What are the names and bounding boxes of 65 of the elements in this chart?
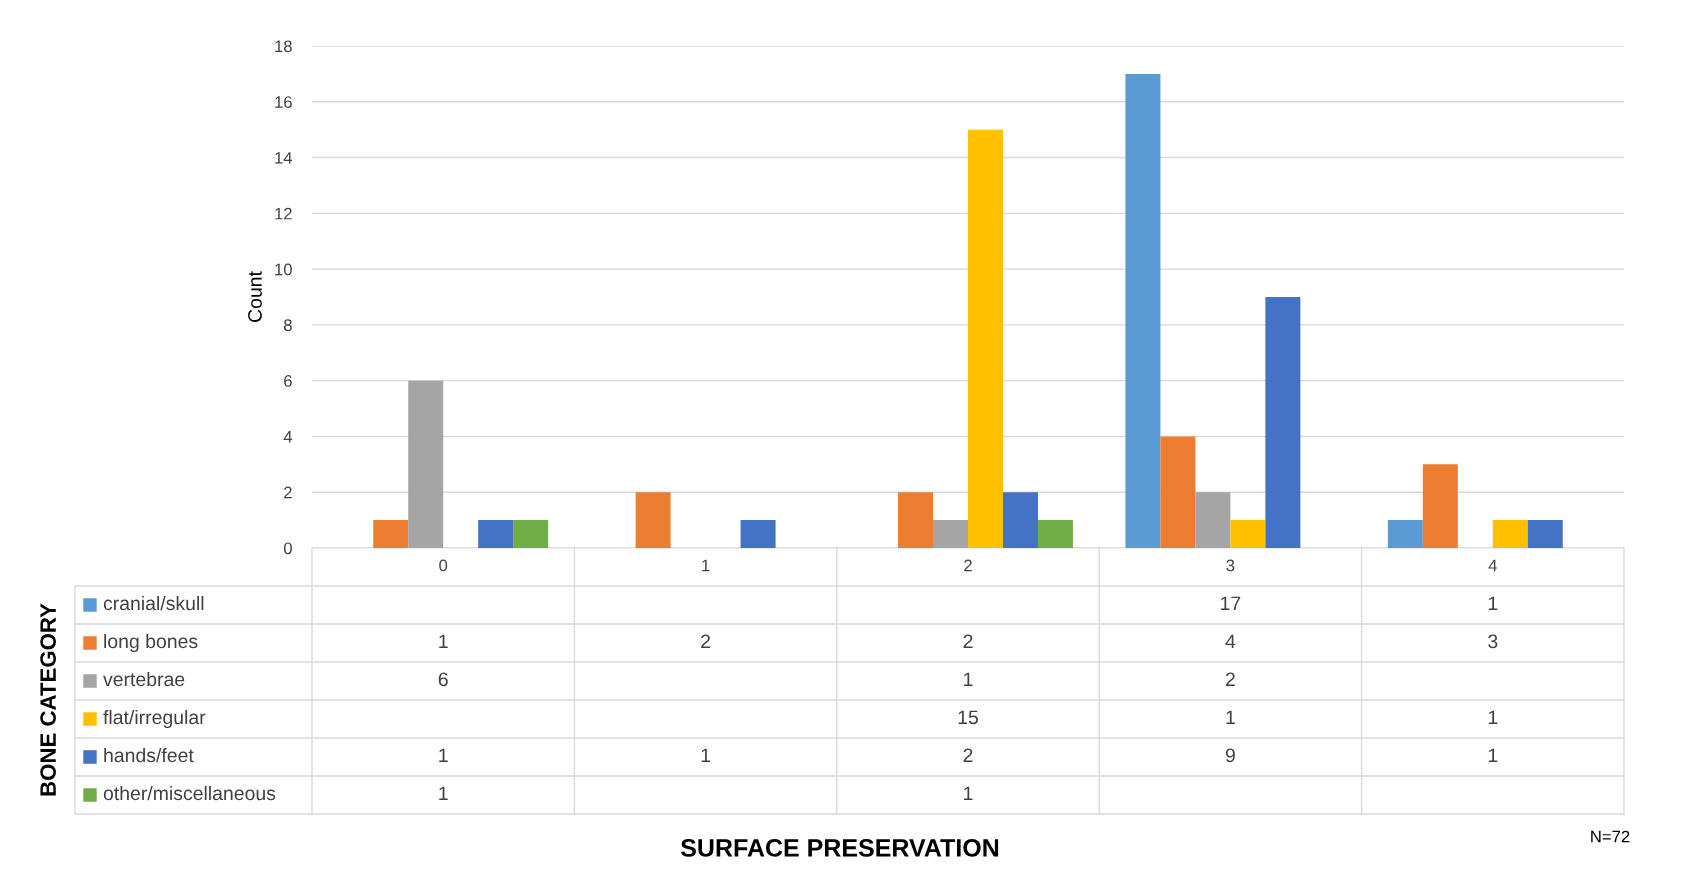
text: SURFACE PRESERVATION <box>680 839 999 857</box>
bar <box>1230 520 1266 548</box>
data-label: 1 <box>964 786 973 801</box>
legend-label: flat/irregular <box>103 709 206 729</box>
data-label: 1 <box>1488 596 1498 611</box>
y-tick-label: 12 <box>275 207 292 220</box>
data-label: 1 <box>439 748 448 763</box>
x-tick-label: 3 <box>1226 559 1235 572</box>
y-axis-title: Count <box>248 271 262 322</box>
data-label: 2 <box>1225 672 1235 687</box>
data-label: 1 <box>1488 710 1498 725</box>
bar <box>740 520 776 548</box>
data-label: 1 <box>1488 748 1498 763</box>
data-label: 2 <box>963 634 973 649</box>
bar <box>1037 520 1073 548</box>
bar <box>1492 520 1528 548</box>
data-label: 4 <box>1225 634 1236 649</box>
y-tick-label: 8 <box>284 319 292 332</box>
bar <box>1387 520 1423 548</box>
x-tick-label: 1 <box>702 559 710 572</box>
bar <box>1002 492 1038 548</box>
y-tick-label: 18 <box>275 40 292 53</box>
bar <box>513 520 549 548</box>
data-label: 1 <box>439 634 448 649</box>
data-label: 2 <box>963 748 973 763</box>
x-tick-label: 2 <box>964 559 972 572</box>
bar <box>408 380 444 548</box>
y-tick-label: 16 <box>275 96 292 108</box>
legend-label: vertebrae <box>103 671 185 687</box>
bar <box>1125 73 1161 548</box>
x-tick-label: 4 <box>1488 559 1497 572</box>
text: BONE CATEGORY <box>40 603 56 796</box>
x-tick-label: 0 <box>439 559 448 572</box>
data-label: 17 <box>1221 596 1241 611</box>
y-tick-label: 0 <box>283 542 292 555</box>
y-tick-label: 6 <box>284 375 292 387</box>
legend-label: cranial/skull <box>103 595 204 611</box>
legend-label: other/miscellaneous <box>103 785 276 801</box>
data-label: 1 <box>1226 710 1235 725</box>
bar <box>933 520 968 548</box>
data-label: 6 <box>438 672 448 687</box>
bar <box>1265 297 1301 548</box>
y-tick-label: 10 <box>275 263 292 276</box>
y-tick-label: 2 <box>284 486 292 499</box>
text: N=72 <box>1591 830 1630 843</box>
bar <box>1422 464 1458 548</box>
data-label: 1 <box>701 748 711 763</box>
bar <box>478 520 514 548</box>
bar <box>1160 436 1196 548</box>
legend-label: hands/feet <box>104 747 194 763</box>
data-label: 2 <box>701 634 711 649</box>
y-tick-label: 14 <box>275 152 293 164</box>
data-label: 1 <box>964 672 973 687</box>
bar <box>635 492 671 548</box>
data-label: 15 <box>958 710 978 725</box>
data-label: 1 <box>439 786 448 801</box>
data-label: 9 <box>1225 748 1235 763</box>
bar <box>1195 492 1231 548</box>
y-tick-label: 4 <box>283 431 293 443</box>
legend-label: long bones <box>104 633 198 653</box>
bar <box>373 520 409 548</box>
bar <box>898 492 934 548</box>
bar <box>968 129 1003 548</box>
data-label: 3 <box>1488 634 1498 649</box>
bar <box>1527 520 1563 548</box>
